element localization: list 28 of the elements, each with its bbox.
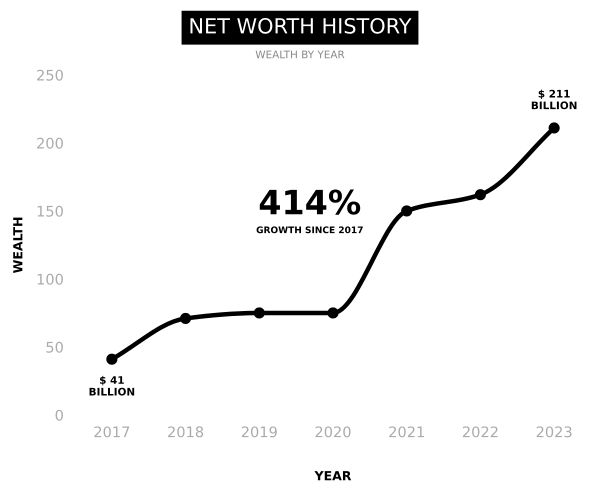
x-tick-label: 2019 bbox=[242, 426, 277, 438]
point bbox=[327, 307, 339, 319]
point bbox=[474, 189, 486, 200]
x-tick-label: 2022 bbox=[462, 426, 498, 438]
annotation: $ 211 BILLION bbox=[532, 90, 576, 110]
chart-subtitle: WEALTH BY YEAR bbox=[256, 50, 344, 58]
y-axis-title: WEALTH bbox=[13, 218, 22, 274]
x-axis-title: YEAR bbox=[314, 471, 352, 480]
annotation: 414% bbox=[260, 189, 360, 215]
point bbox=[254, 307, 265, 319]
y-tick-label: 150 bbox=[38, 206, 63, 217]
y-tick-label: 0 bbox=[56, 410, 63, 421]
point bbox=[180, 312, 192, 324]
point bbox=[548, 122, 560, 134]
x-tick-label: 2021 bbox=[389, 426, 424, 438]
y-tick-label: 50 bbox=[46, 342, 63, 353]
chart-title: NET WORTH HISTORY bbox=[190, 18, 412, 34]
y-tick-label: 250 bbox=[37, 70, 63, 81]
x-tick-label: 2023 bbox=[536, 426, 572, 438]
annotation: GROWTH SINCE 2017 bbox=[256, 226, 363, 234]
x-tick-label: 2017 bbox=[94, 426, 130, 438]
x-tick-label: 2018 bbox=[168, 426, 204, 438]
annotation: $ 41 BILLION bbox=[90, 376, 134, 396]
x-tick-label: 2020 bbox=[316, 426, 351, 438]
y-tick-label: 200 bbox=[37, 138, 63, 149]
point bbox=[106, 354, 118, 365]
y-tick-label: 100 bbox=[38, 274, 63, 285]
point bbox=[401, 205, 412, 217]
